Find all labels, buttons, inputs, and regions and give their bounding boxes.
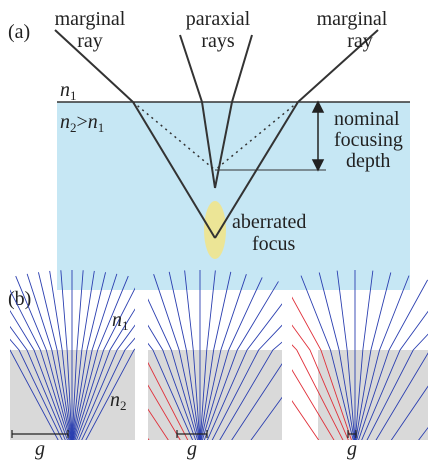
n2-label: n2>n1 bbox=[60, 111, 104, 135]
ray-label: ray bbox=[77, 30, 103, 52]
panel-label: (a) bbox=[8, 21, 30, 43]
subscript: 1 bbox=[98, 120, 105, 135]
scale-label: g bbox=[347, 438, 357, 460]
subscript: 1 bbox=[122, 318, 129, 333]
symbol: n bbox=[60, 79, 70, 101]
n1-label: n1 bbox=[60, 79, 77, 103]
symbol: n bbox=[88, 111, 98, 133]
ray-label: marginal bbox=[317, 8, 388, 30]
focus-label: aberrated bbox=[232, 211, 306, 233]
subscript: 1 bbox=[70, 88, 77, 103]
ray-label: marginal bbox=[55, 8, 126, 30]
focus-label: focus bbox=[252, 233, 296, 255]
depth-label: nominal bbox=[334, 108, 400, 130]
panel-label: (b) bbox=[8, 288, 31, 310]
scale-label: g bbox=[187, 438, 197, 460]
medium-n2 bbox=[318, 350, 428, 440]
subscript: 2 bbox=[120, 398, 127, 413]
n1-label: n1 bbox=[112, 309, 129, 333]
symbol: n bbox=[60, 111, 70, 133]
depth-label: depth bbox=[346, 150, 390, 172]
ray-label: ray bbox=[347, 30, 373, 52]
scale-label: g bbox=[35, 438, 45, 460]
relation: > bbox=[77, 111, 88, 133]
ray-label: paraxial bbox=[186, 8, 251, 30]
symbol: n bbox=[110, 389, 120, 411]
aberrated-focus-spot bbox=[204, 201, 226, 259]
symbol: n bbox=[112, 309, 122, 331]
figure: (a) marginal ray paraxial rays marginal … bbox=[0, 0, 430, 462]
depth-label: focusing bbox=[334, 129, 403, 151]
ray-label: rays bbox=[201, 30, 235, 52]
